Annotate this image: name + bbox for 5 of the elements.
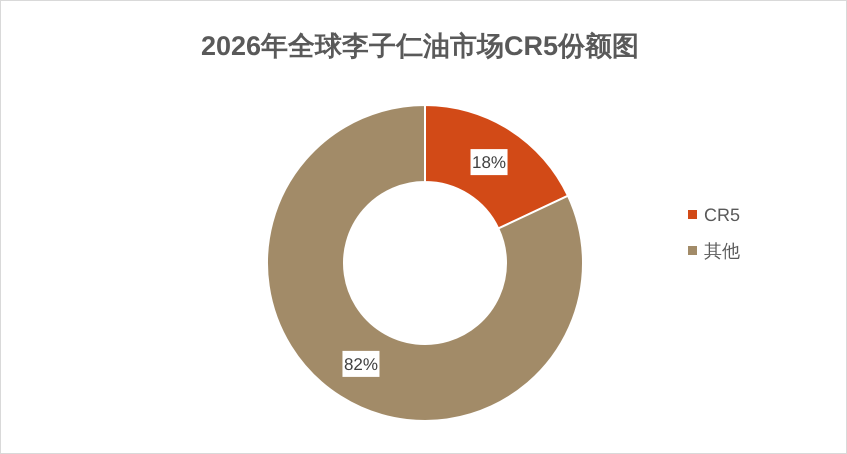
data-label: 18% — [472, 153, 506, 172]
data-label: 82% — [344, 354, 378, 374]
legend-label: CR5 — [704, 205, 740, 225]
chart-title: 2026年全球李子仁油市场CR5份额图 — [200, 31, 640, 61]
legend-label: 其他 — [704, 241, 740, 261]
